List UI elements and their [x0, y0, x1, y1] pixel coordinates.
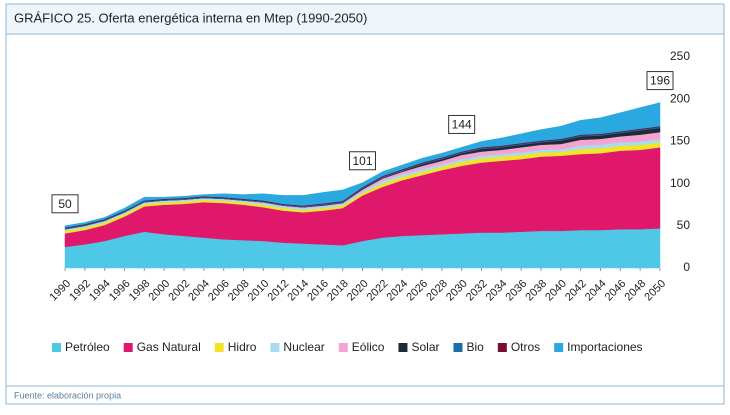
annotation-label: 196 — [650, 74, 670, 88]
annotation-label: 144 — [452, 118, 472, 132]
legend-label: Gas Natural — [137, 340, 201, 354]
y-tick-label: 250 — [670, 49, 690, 63]
chart-title: GRÁFICO 25. Oferta energética interna en… — [14, 10, 367, 25]
y-tick-label: 100 — [670, 176, 690, 190]
legend-swatch — [338, 343, 348, 352]
legend-swatch — [453, 343, 463, 352]
legend-swatch — [554, 343, 564, 352]
legend-swatch — [270, 343, 280, 352]
legend-label: Otros — [511, 340, 540, 354]
y-tick-label: 200 — [670, 91, 690, 105]
legend-swatch — [123, 343, 133, 352]
legend-swatch — [52, 343, 61, 352]
header — [5, 3, 725, 35]
annotation-box — [349, 151, 376, 171]
legend-swatch — [497, 343, 507, 352]
y-tick-label: 150 — [670, 134, 690, 148]
annotation-box — [448, 114, 476, 134]
legend-label: Bio — [466, 340, 484, 354]
legend-label: Petróleo — [65, 340, 110, 354]
annotation-label: 50 — [58, 197, 72, 211]
y-tick-label: 0 — [683, 260, 690, 274]
area — [64, 102, 661, 228]
legend-label: Importaciones — [567, 340, 642, 354]
annotation-box — [646, 71, 674, 91]
annotation-box — [51, 194, 79, 214]
legend-swatch — [398, 343, 408, 352]
legend-label: Nuclear — [283, 340, 324, 354]
annotation-label: 101 — [352, 154, 372, 168]
legend-swatch — [214, 343, 224, 352]
legend-label: Hidro — [228, 340, 257, 354]
legend-label: Eólico — [352, 340, 385, 354]
legend-label: Solar — [411, 340, 439, 354]
y-tick-label: 50 — [677, 218, 691, 232]
source: Fuente: elaboración propia — [14, 390, 121, 400]
